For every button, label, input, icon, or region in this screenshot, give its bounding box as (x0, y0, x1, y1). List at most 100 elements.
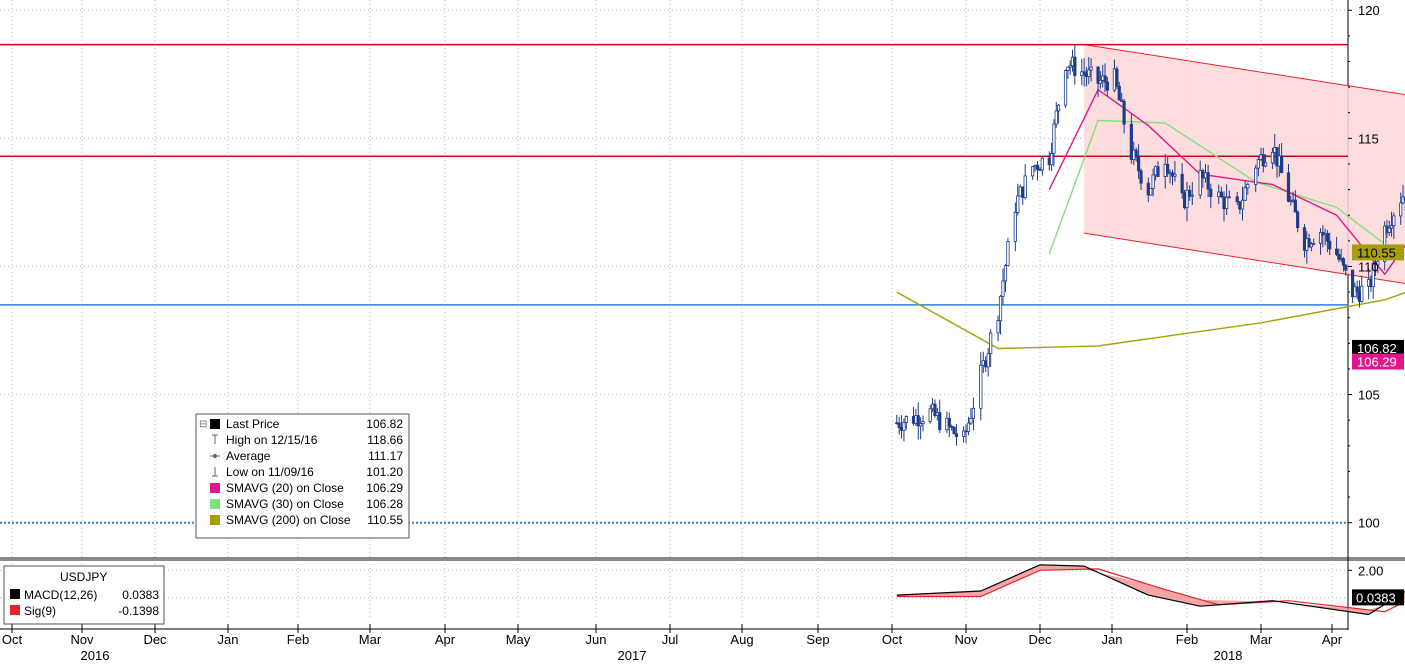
signal-line (896, 568, 1405, 613)
candle-body (1235, 196, 1239, 203)
candle-body (919, 423, 923, 427)
price-tick-label: 120 (1358, 3, 1380, 18)
candle-body (1246, 184, 1250, 189)
candle-body (996, 320, 1000, 334)
candle-body (1201, 170, 1205, 179)
candle-body (933, 403, 937, 416)
price-tick-label: 115 (1358, 131, 1379, 146)
legend-label: Last Price (226, 417, 280, 431)
month-label: Feb (287, 632, 309, 647)
candle-body (966, 422, 971, 432)
candle-body (1286, 172, 1291, 202)
legend-value: 118.66 (367, 433, 403, 447)
candle-body (1098, 80, 1102, 84)
candle-body (1001, 280, 1005, 297)
macd-line (896, 564, 1405, 616)
candle-body (1068, 65, 1072, 68)
candle-body (1243, 187, 1247, 201)
channel-upper-line (1084, 44, 1405, 96)
legend-swatch (210, 419, 220, 429)
sig-swatch (10, 605, 20, 615)
candle-body (1222, 196, 1226, 210)
legend-value: 101.20 (366, 465, 403, 479)
candle-body (1096, 66, 1100, 84)
candle-body (950, 426, 954, 428)
candle-body (1328, 240, 1332, 250)
legend-label: SMAVG (30) on Close (226, 497, 344, 511)
candle-body (1341, 258, 1346, 266)
sma30-line (1048, 119, 1405, 257)
candle-body (1360, 285, 1364, 302)
candle-body (1209, 188, 1213, 198)
candle-body (1066, 66, 1070, 71)
candle-body (1392, 215, 1396, 226)
sma200-line (896, 291, 1405, 350)
price-label-text: 106.29 (1357, 355, 1397, 370)
macd-swatch (10, 589, 20, 599)
candle-body (1188, 189, 1192, 197)
candle-body (1254, 167, 1258, 185)
candle-body (971, 407, 976, 419)
candle-body (1240, 199, 1245, 210)
candle-body (986, 353, 990, 368)
candle-body (1115, 68, 1119, 87)
candle-body (1334, 248, 1339, 255)
candle-body (1040, 157, 1044, 171)
candle-body (1270, 151, 1275, 164)
candle-body (1217, 191, 1221, 198)
price-label-text: 106.82 (1357, 341, 1397, 356)
macd-value-label: 0.0383 (1356, 590, 1396, 605)
candle-body (1087, 69, 1091, 77)
candle-body (1389, 225, 1394, 229)
candle-body (1103, 75, 1107, 83)
price-tick-label: 110 (1358, 259, 1379, 274)
candle-body (1190, 194, 1194, 197)
candle-body (1033, 164, 1037, 168)
legend-label: SMAVG (20) on Close (226, 481, 344, 495)
candle-body (1105, 81, 1109, 91)
candle-body (1018, 186, 1022, 197)
candle-body (954, 433, 959, 437)
candle-body (1021, 186, 1025, 198)
month-label: Mar (359, 632, 382, 647)
legend-label: Average (226, 449, 271, 463)
candle-body (1073, 56, 1077, 76)
month-label: Sep (806, 632, 829, 647)
price-axis: 100 105 110 115 120 2.00 (1348, 3, 1383, 578)
candle-body (916, 415, 920, 427)
candle-body (1089, 66, 1093, 71)
month-label: Aug (730, 632, 753, 647)
year-label: 2017 (618, 648, 647, 663)
candle-body (1054, 110, 1058, 125)
candle-body (998, 295, 1003, 322)
month-label: Apr (1322, 632, 1343, 647)
candle-body (1344, 264, 1348, 271)
legend: ⊟ Last Price 106.82 High on 12/15/16 118.66 A… (195, 413, 410, 539)
price-tick-label: 100 (1358, 516, 1380, 531)
channel-lower-line (1084, 232, 1405, 284)
legend-box (195, 413, 410, 539)
candle-body (1318, 232, 1323, 244)
legend-value: 106.29 (366, 481, 403, 495)
channel-fill (1084, 44, 1405, 284)
price-label-box (1352, 353, 1404, 370)
candle-body (1185, 189, 1189, 209)
legend-value: 106.28 (366, 497, 403, 511)
candle-body (1013, 212, 1017, 242)
sig-legend-value: -0.1398 (118, 604, 159, 618)
macd-legend-label: MACD(12,26) (24, 588, 97, 602)
legend-label: Low on 11/09/16 (226, 465, 314, 479)
candle-body (979, 364, 983, 409)
candle-body (1117, 85, 1121, 101)
candle-body (1063, 70, 1068, 106)
candle-body (1256, 159, 1260, 169)
month-label: Oct (882, 632, 903, 647)
candle-body (964, 430, 968, 433)
sig-legend-label: Sig(9) (24, 604, 56, 618)
month-label: Dec (143, 632, 167, 647)
candle-body (1050, 152, 1054, 166)
macd-legend-value: 0.0383 (122, 588, 159, 602)
candle-body (1399, 202, 1403, 217)
candle-body (947, 417, 951, 427)
